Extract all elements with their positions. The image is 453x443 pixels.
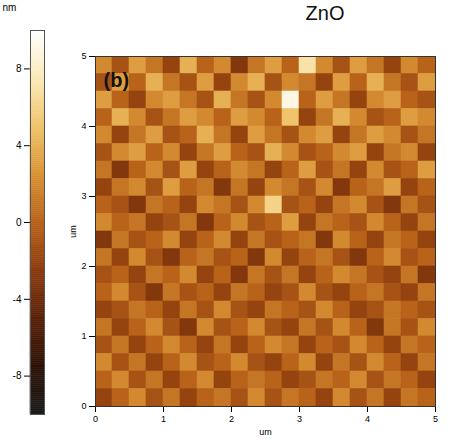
svg-text:3: 3: [297, 414, 302, 424]
svg-text:0: 0: [16, 217, 22, 228]
svg-text:-4: -4: [13, 294, 22, 305]
svg-text:4: 4: [16, 140, 22, 151]
svg-text:nm: nm: [3, 2, 17, 13]
html-text:ZnO: ZnO: [305, 2, 345, 24]
svg-text:2: 2: [81, 261, 86, 271]
svg-text:3: 3: [81, 191, 86, 201]
svg-text:1: 1: [81, 331, 86, 341]
svg-text:0: 0: [93, 414, 98, 424]
svg-text:5: 5: [81, 51, 86, 61]
svg-text:1: 1: [161, 414, 166, 424]
svg-text:um: um: [68, 225, 78, 238]
svg-text:-8: -8: [13, 370, 22, 381]
svg-text:0: 0: [81, 401, 86, 411]
svg-text:4: 4: [81, 121, 86, 131]
svg-text:8: 8: [16, 63, 22, 74]
svg-text:2: 2: [229, 414, 234, 424]
svg-text:(b): (b): [104, 69, 130, 91]
svg-text:4: 4: [365, 414, 370, 424]
svg-text:um: um: [259, 427, 272, 437]
svg-text:5: 5: [433, 414, 438, 424]
